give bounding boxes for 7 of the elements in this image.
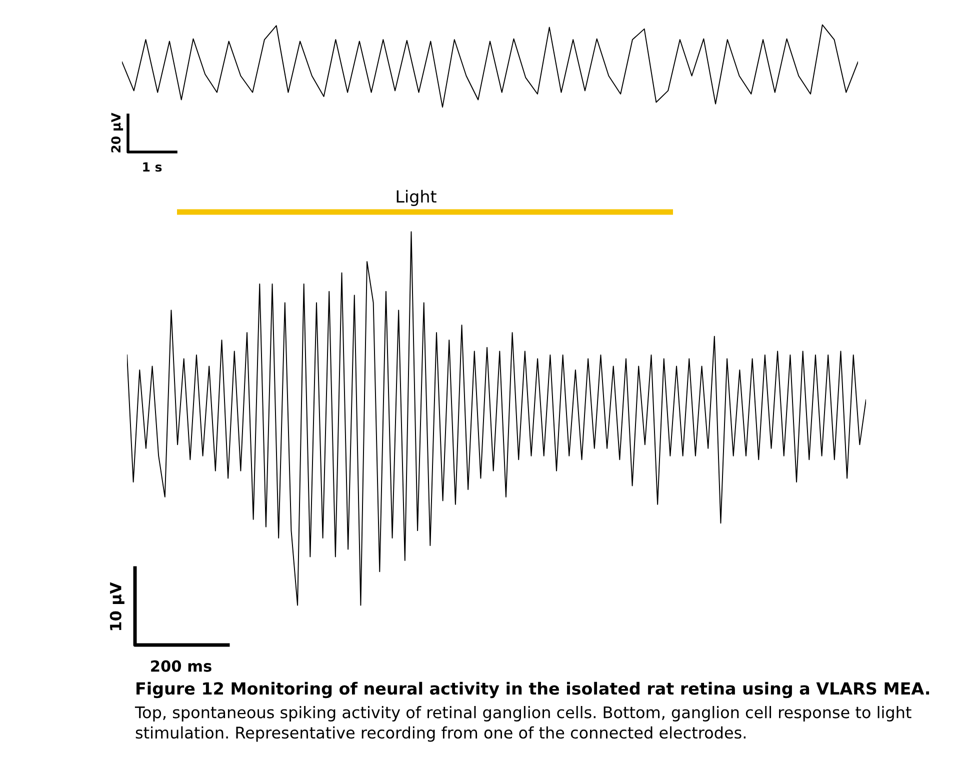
text: Top, spontaneous spiking activity of retinal ganglion cells. Bottom, ganglion cell response to light stimulation. Representative recording from one of the connected electrodes. [134,706,912,742]
text: Figure 12 Monitoring of neural activity in the isolated rat retina using a VLARS MEA. [136,682,930,698]
text: 200 ms [151,660,212,672]
text: 20 µV [111,112,124,152]
annotation: 10 µV [110,582,124,630]
text: Light [396,190,436,206]
text: 1 s [143,162,162,172]
